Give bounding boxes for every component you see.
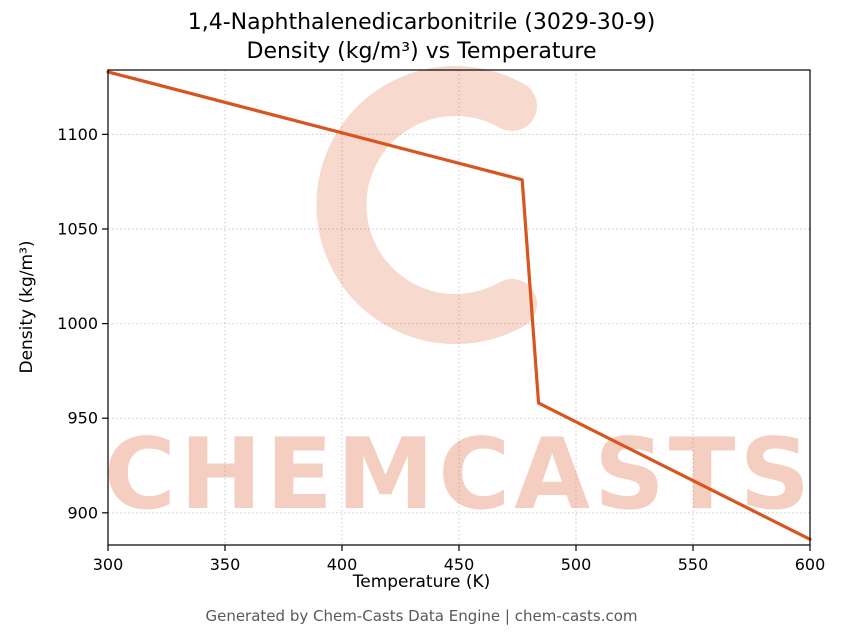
y-tick-label: 1000 [57, 314, 98, 333]
y-axis-label: Density (kg/m³) [17, 240, 37, 374]
y-tick-label: 950 [67, 409, 98, 428]
x-tick-label: 400 [327, 555, 358, 574]
x-tick-label: 550 [678, 555, 709, 574]
x-axis-label: Temperature (K) [352, 572, 491, 592]
watermark-logo-icon [316, 66, 537, 344]
density-line [106, 70, 812, 541]
chart-title-line1: 1,4-Naphthalenedicarbonitrile (3029-30-9… [187, 10, 656, 35]
x-tick-label: 600 [795, 555, 826, 574]
watermark-text: CHEMCASTS [104, 418, 814, 532]
x-tick-label: 350 [210, 555, 241, 574]
chart-title: 1,4-Naphthalenedicarbonitrile (3029-30-9… [0, 8, 843, 66]
x-tick-label: 500 [561, 555, 592, 574]
y-tick-label: 900 [67, 503, 98, 522]
y-tick-label: 1100 [57, 125, 98, 144]
x-tick-label: 300 [93, 555, 124, 574]
footer-text: Generated by Chem-Casts Data Engine | ch… [205, 607, 638, 625]
y-tick-label: 1050 [57, 219, 98, 238]
x-tick-label: 450 [444, 555, 475, 574]
chart-title-line2: Density (kg/m³) vs Temperature [246, 39, 597, 65]
